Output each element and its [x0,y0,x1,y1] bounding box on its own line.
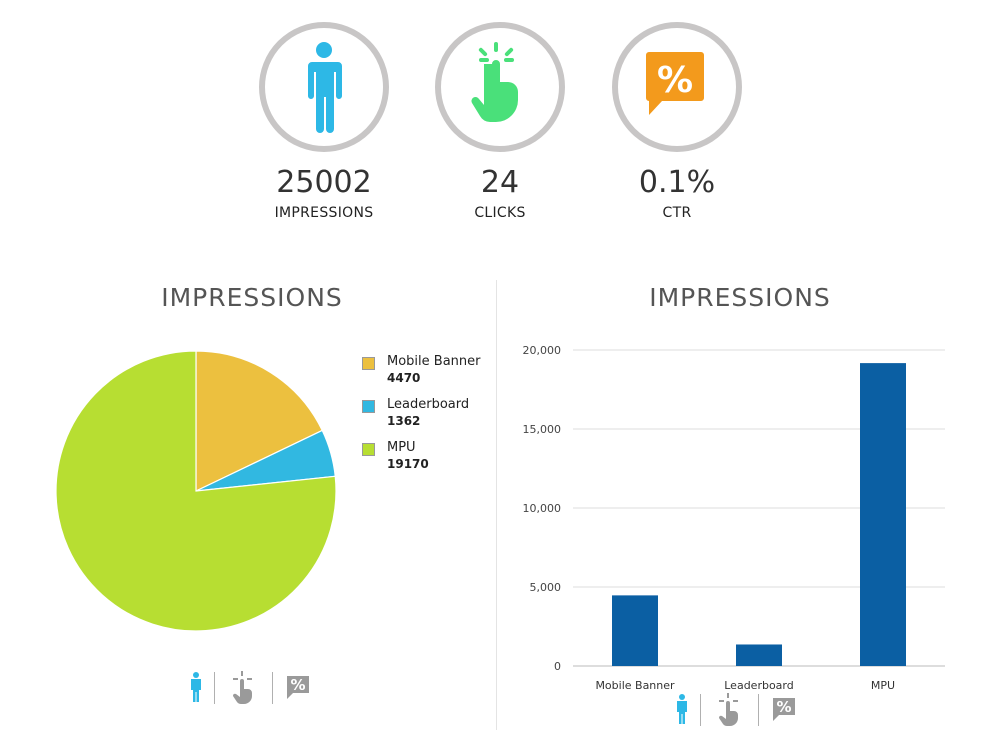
switcher-divider [758,694,759,726]
switch-ctr-percent-icon[interactable]: % [773,698,795,721]
switch-clicks-hand-icon[interactable] [232,671,252,704]
switch-impressions-person-icon[interactable] [677,694,687,724]
y-tick-label: 10,000 [523,502,562,515]
y-tick-label: 5,000 [530,581,562,594]
switcher-divider [272,672,273,704]
x-tick-label: MPU [871,679,895,692]
click-hand-icon-shape [471,42,518,122]
clicks-value: 24 [480,165,520,200]
y-tick-label: 20,000 [523,344,562,357]
switcher-divider [700,694,701,726]
pie-legend: Mobile Banner 4470 Leaderboard 1362 MPU … [362,354,480,483]
legend-swatch [362,443,375,456]
legend-value: 1362 [387,414,421,428]
person-icon [308,42,342,133]
impressions-label: IMPRESSIONS [274,205,374,221]
bar-mpu[interactable] [860,363,906,666]
pie-slice-mobile-banner[interactable] [195,350,324,492]
y-tick-label: 15,000 [523,423,562,436]
ctr-label: CTR [662,205,692,221]
metric-switcher-icons: % [191,671,309,704]
pie-chart-title: IMPRESSIONS [161,283,343,312]
bar-mobile-banner[interactable] [612,595,658,666]
switch-impressions-person-icon[interactable] [191,672,201,702]
legend-item-mpu[interactable]: MPU 19170 [362,440,480,483]
kpi-impressions-circle [259,22,389,152]
chart-divider [496,280,497,730]
svg-text:%: % [657,60,693,101]
metric-switcher-icons: % [677,693,795,726]
person-icon-shape [308,42,342,133]
pie-metric-switcher: % [186,668,316,708]
svg-text:%: % [776,698,791,716]
impressions-value: 25002 [276,165,372,200]
percent-icon: % [646,52,704,115]
pie-chart [55,350,337,632]
click-hand-icon [471,42,518,122]
x-tick-label: Leaderboard [724,679,793,692]
switch-clicks-hand-icon[interactable] [718,693,738,726]
legend-swatch [362,357,375,370]
svg-text:%: % [290,676,305,694]
legend-value: 19170 [387,457,429,471]
legend-value: 4470 [387,371,421,385]
legend-label: Mobile Banner [387,354,481,369]
legend-swatch [362,400,375,413]
legend-label: MPU [387,440,416,455]
bar-leaderboard[interactable] [736,644,782,666]
bar-metric-switcher: % [672,690,802,730]
y-tick-label: 0 [554,660,561,673]
bar-chart: 0 5,000 10,000 15,000 20,000 Mobile Banner Lea… [523,344,945,692]
percent-icon-shape: % [646,52,704,115]
kpi-clicks: 24 CLICKS [400,22,600,222]
clicks-label: CLICKS [474,205,526,221]
legend-item-mobile-banner[interactable]: Mobile Banner 4470 [362,354,480,397]
ctr-value: 0.1% [638,165,716,200]
x-tick-label: Mobile Banner [595,679,675,692]
switch-ctr-percent-icon[interactable]: % [287,676,309,699]
legend-label: Leaderboard [387,397,470,412]
bar-chart-title: IMPRESSIONS [649,283,831,312]
kpi-ctr: % 0.1% CTR [577,22,777,222]
legend-item-leaderboard[interactable]: Leaderboard 1362 [362,397,480,440]
switcher-divider [214,672,215,704]
kpi-clicks-circle [435,22,565,152]
pie-slice-mpu[interactable] [55,350,337,632]
kpi-impressions: 25002 IMPRESSIONS [224,22,424,222]
kpi-ctr-circle: % [612,22,742,152]
